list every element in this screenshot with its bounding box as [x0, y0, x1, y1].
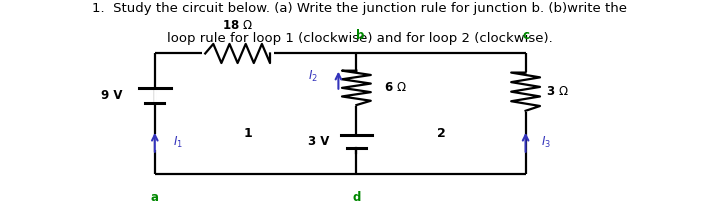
Text: $I_2$: $I_2$: [308, 69, 318, 84]
Text: 6 $\Omega$: 6 $\Omega$: [384, 81, 407, 94]
Text: c: c: [522, 29, 529, 42]
Text: 3 V: 3 V: [307, 135, 329, 148]
Text: a: a: [150, 191, 159, 204]
Text: 1: 1: [244, 127, 253, 140]
Text: loop rule for loop 1 (clockwise) and for loop 2 (clockwise).: loop rule for loop 1 (clockwise) and for…: [167, 32, 553, 45]
Text: $I_3$: $I_3$: [541, 135, 552, 150]
Text: b: b: [356, 29, 364, 42]
Text: 2: 2: [436, 127, 446, 140]
Text: 18 $\Omega$: 18 $\Omega$: [222, 19, 253, 32]
Text: $I_1$: $I_1$: [173, 135, 183, 150]
Text: d: d: [352, 191, 361, 204]
Text: 3 $\Omega$: 3 $\Omega$: [546, 85, 569, 98]
Text: 9 V: 9 V: [101, 89, 122, 102]
Text: 1.  Study the circuit below. (a) Write the junction rule for junction b. (b)writ: 1. Study the circuit below. (a) Write th…: [92, 2, 628, 15]
